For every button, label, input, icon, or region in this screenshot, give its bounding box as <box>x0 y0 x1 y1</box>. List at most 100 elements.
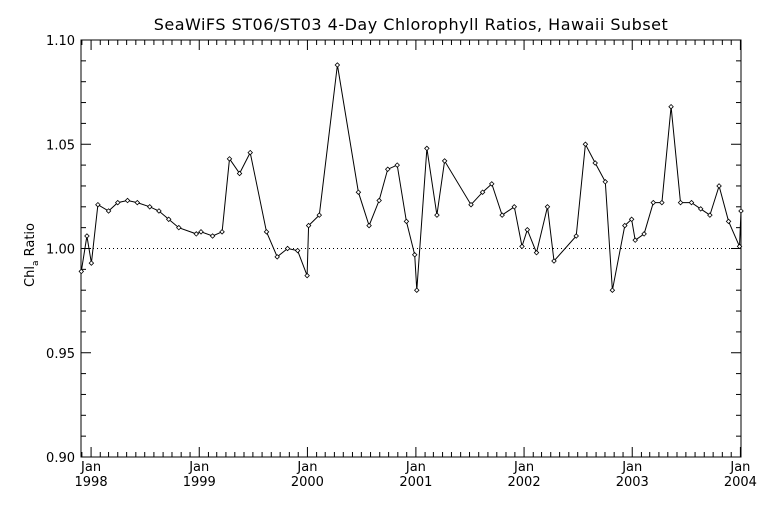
x-tick-label-month: Jan <box>513 460 534 475</box>
data-point <box>668 103 674 110</box>
data-point <box>551 258 557 264</box>
data-point <box>488 181 495 187</box>
y-tick-label: 1.00 <box>46 243 75 258</box>
data-point <box>355 189 362 195</box>
data-point <box>156 208 162 214</box>
x-tick-label-year: 2000 <box>291 475 324 490</box>
data-point <box>524 226 531 233</box>
data-point <box>511 204 518 210</box>
data-point <box>628 216 635 223</box>
y-tick-label: 0.95 <box>46 347 75 362</box>
data-point <box>716 183 722 189</box>
data-point <box>316 212 323 218</box>
data-point <box>707 212 713 218</box>
data-point <box>688 199 695 206</box>
data-point <box>650 199 657 206</box>
data-point <box>384 166 391 173</box>
data-point <box>592 160 598 166</box>
data-point <box>544 204 551 210</box>
data-point <box>414 287 420 293</box>
x-tick-label-month: Jan <box>80 460 101 475</box>
svg-text:Chla Ratio: Chla Ratio <box>23 223 41 287</box>
data-point <box>632 237 638 243</box>
data-point <box>434 212 440 218</box>
data-point <box>165 216 172 223</box>
data-point <box>677 199 684 206</box>
data-point <box>284 245 291 252</box>
data-point <box>304 272 310 279</box>
y-axis-label-main: Chl <box>23 266 38 287</box>
data-point <box>479 189 486 195</box>
data-point <box>294 247 301 254</box>
y-tick-label: 1.05 <box>46 138 75 153</box>
data-point <box>573 233 579 239</box>
data-point <box>274 254 280 260</box>
chart-title: SeaWiFS ST06/ST03 4-Day Chlorophyll Rati… <box>154 15 669 34</box>
y-axis-label-rest: Ratio <box>23 223 38 261</box>
data-point <box>609 287 616 293</box>
data-point <box>519 243 525 250</box>
x-tick-label-month: Jan <box>405 460 426 475</box>
x-tick-label-month: Jan <box>621 460 642 475</box>
data-point <box>602 179 609 185</box>
data-point <box>582 141 589 148</box>
data-point <box>736 243 743 250</box>
data-point <box>376 197 382 204</box>
x-tick-label-year: 2002 <box>508 475 541 490</box>
series-layer <box>80 64 742 291</box>
data-point <box>78 268 85 275</box>
data-point <box>641 231 647 237</box>
data-point <box>84 233 90 239</box>
x-tick-label-year: 1998 <box>75 475 108 490</box>
data-point <box>622 222 628 229</box>
axes: 0.900.951.001.051.10Jan1998Jan1999Jan200… <box>46 34 757 490</box>
data-point <box>697 206 704 212</box>
data-point <box>114 199 121 206</box>
data-point <box>236 170 243 177</box>
x-tick-label-year: 1999 <box>183 475 216 490</box>
data-point <box>441 158 448 164</box>
y-axis-label: Chla Ratio <box>23 223 41 287</box>
data-point <box>411 251 418 258</box>
y-tick-label: 1.10 <box>46 34 75 49</box>
data-point <box>146 204 153 210</box>
y-axis-label-sub: a <box>31 261 41 267</box>
data-point <box>263 229 270 235</box>
data-point <box>725 218 732 225</box>
data-point <box>209 233 216 239</box>
data-point <box>226 156 233 162</box>
data-point <box>424 145 430 152</box>
data-point <box>334 62 341 68</box>
data-point <box>247 149 253 156</box>
data-point <box>394 162 400 168</box>
data-point <box>176 224 182 231</box>
data-point <box>659 199 665 206</box>
data-point <box>198 229 204 235</box>
x-tick-label-month: Jan <box>188 460 209 475</box>
data-point <box>219 229 225 235</box>
data-point <box>403 218 410 225</box>
x-tick-label-year: 2001 <box>399 475 432 490</box>
data-point <box>738 208 744 214</box>
series-line <box>80 64 742 291</box>
data-point <box>468 201 474 208</box>
x-tick-label-year: 2003 <box>616 475 649 490</box>
data-point <box>193 231 200 237</box>
data-point <box>134 199 141 206</box>
data-point <box>95 201 101 208</box>
plot-frame <box>80 39 742 458</box>
data-point <box>124 197 131 204</box>
marker-layer <box>78 62 744 293</box>
data-point <box>499 212 505 218</box>
x-tick-label-month: Jan <box>729 460 750 475</box>
data-point <box>88 260 95 266</box>
x-tick-label-month: Jan <box>296 460 317 475</box>
y-tick-label: 0.90 <box>46 451 75 466</box>
data-point <box>305 222 312 229</box>
x-tick-label-year: 2004 <box>724 475 757 490</box>
data-point <box>366 222 372 229</box>
data-point <box>533 249 540 256</box>
data-point <box>105 208 112 214</box>
